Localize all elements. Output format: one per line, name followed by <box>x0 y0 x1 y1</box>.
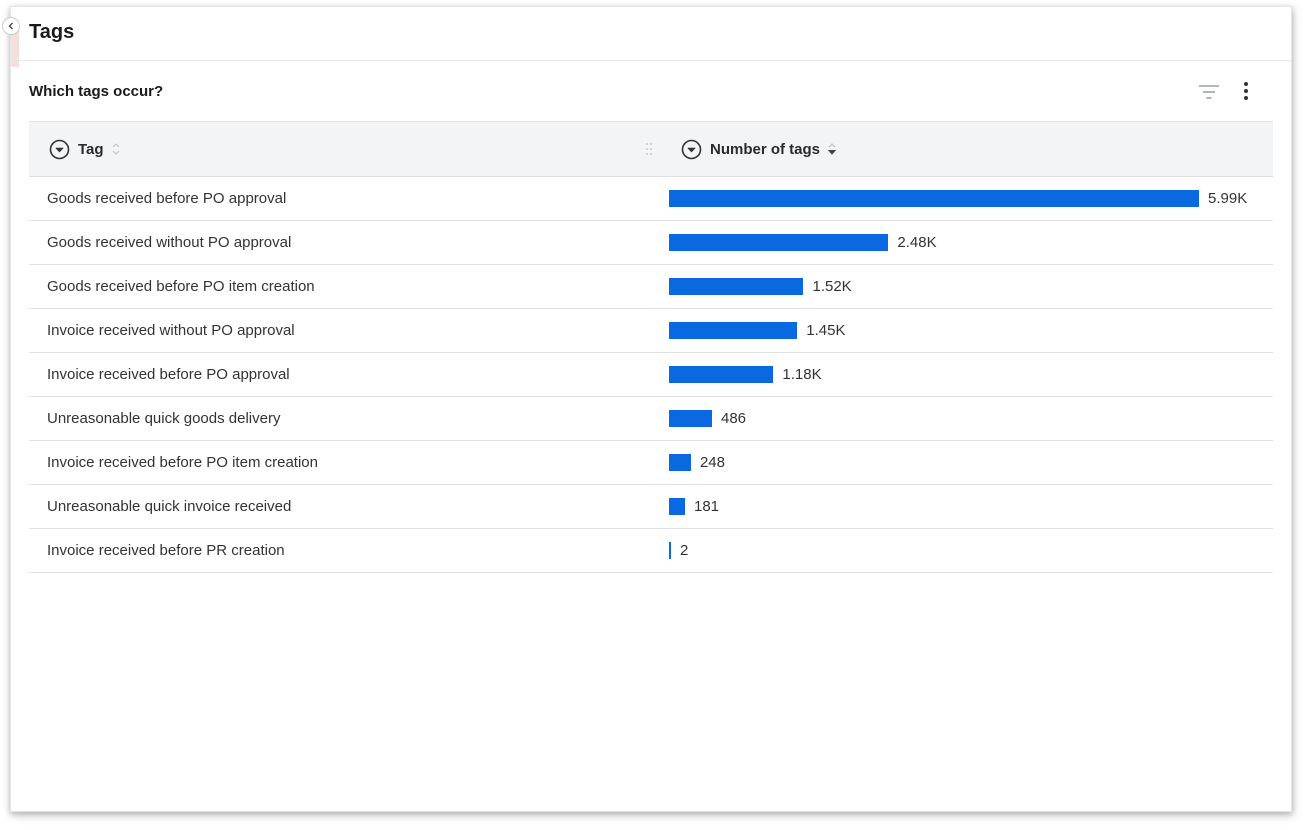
filter-icon[interactable] <box>1198 83 1220 106</box>
bar-value-label: 1.18K <box>782 366 822 383</box>
table-row[interactable]: Goods received without PO approval 2.48K <box>29 221 1273 265</box>
bar[interactable] <box>669 498 685 515</box>
column-label-tag: Tag <box>78 140 104 158</box>
bar-value-label: 1.52K <box>812 278 852 295</box>
bar[interactable] <box>669 542 671 559</box>
background-hint <box>11 27 19 67</box>
tags-table: Tag Number of tags <box>29 121 1273 573</box>
tag-label: Invoice received before PO item creation <box>47 454 318 471</box>
bar-value-label: 2.48K <box>897 234 937 251</box>
bar[interactable] <box>669 410 712 427</box>
bar[interactable] <box>669 190 1199 207</box>
bar-value-label: 2 <box>680 542 689 559</box>
tag-label: Unreasonable quick goods delivery <box>47 410 281 427</box>
bar-value-label: 248 <box>699 454 725 471</box>
tag-label: Invoice received before PO approval <box>47 366 290 383</box>
table-header: Tag Number of tags <box>29 121 1273 177</box>
tag-label: Unreasonable quick invoice received <box>47 498 292 515</box>
table-row[interactable]: Invoice received before PR creation 2 <box>29 529 1273 573</box>
column-menu-icon[interactable] <box>49 139 70 160</box>
bar-value-label: 1.45K <box>806 322 846 339</box>
column-header-number-of-tags[interactable]: Number of tags <box>681 122 844 176</box>
bar[interactable] <box>669 234 889 251</box>
bar[interactable] <box>669 278 804 295</box>
sort-descending-icon[interactable] <box>828 142 837 156</box>
tag-label: Invoice received without PO approval <box>47 322 295 339</box>
column-label-number-of-tags: Number of tags <box>710 140 821 158</box>
tag-label: Invoice received before PR creation <box>47 542 285 559</box>
column-menu-icon[interactable] <box>681 139 702 160</box>
tag-label: Goods received without PO approval <box>47 234 292 251</box>
panel-title: Tags <box>29 21 75 43</box>
bar[interactable] <box>669 366 774 383</box>
bar[interactable] <box>669 454 691 471</box>
collapse-sidebar-button[interactable] <box>2 17 20 35</box>
bar-value-label: 5.99K <box>1208 190 1248 207</box>
table-row[interactable]: Goods received before PO item creation 1.… <box>29 265 1273 309</box>
tags-panel: Tags Which tags occur? Tag <box>10 6 1292 812</box>
sort-icon[interactable] <box>112 142 120 156</box>
table-row[interactable]: Invoice received without PO approval 1.45… <box>29 309 1273 353</box>
table-row[interactable]: Goods received before PO approval 5.99K <box>29 177 1273 221</box>
chevron-left-icon <box>8 22 13 30</box>
divider <box>11 60 1291 61</box>
column-header-tag[interactable]: Tag <box>49 122 128 176</box>
panel-subtitle: Which tags occur? <box>29 83 164 100</box>
bar-value-label: 486 <box>721 410 747 427</box>
tag-label: Goods received before PO approval <box>47 190 287 207</box>
tag-label: Goods received before PO item creation <box>47 278 315 295</box>
bar[interactable] <box>669 322 798 339</box>
table-row[interactable]: Unreasonable quick goods delivery 486 <box>29 397 1273 441</box>
bar-value-label: 181 <box>694 498 720 515</box>
column-resize-handle-icon[interactable] <box>645 141 653 162</box>
table-row[interactable]: Invoice received before PO approval 1.18K <box>29 353 1273 397</box>
more-options-icon[interactable] <box>1241 80 1251 107</box>
table-row[interactable]: Unreasonable quick invoice received 181 <box>29 485 1273 529</box>
table-row[interactable]: Invoice received before PO item creation… <box>29 441 1273 485</box>
table-body: Goods received before PO approval 5.99K Go… <box>29 177 1273 573</box>
